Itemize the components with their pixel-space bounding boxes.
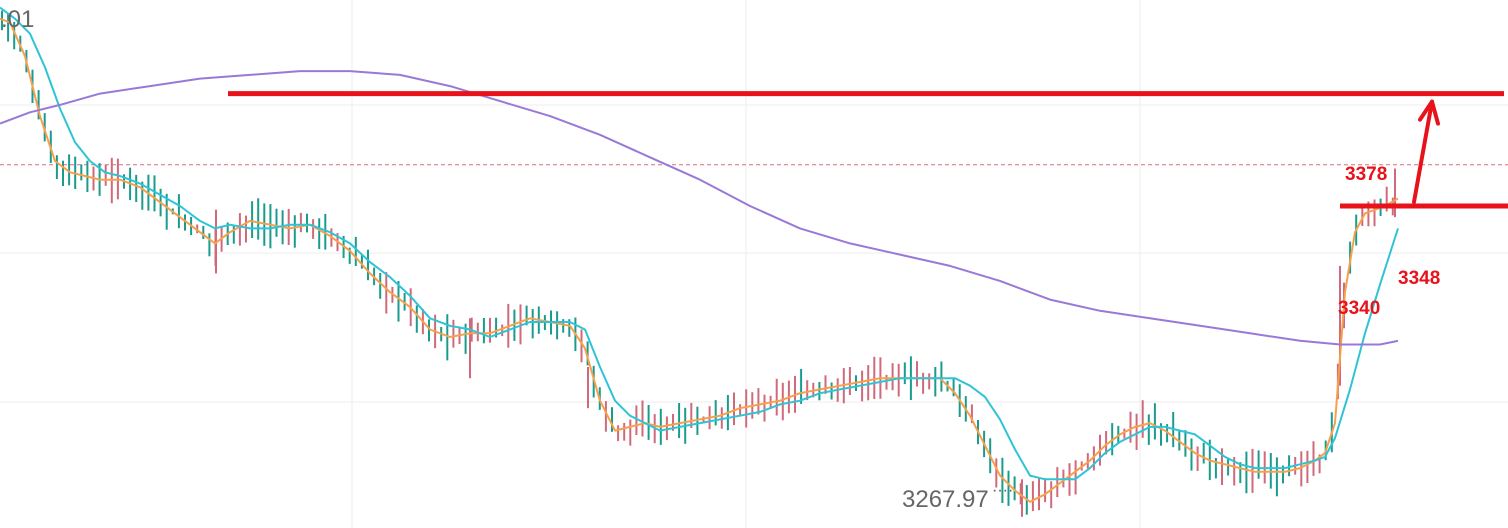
ma-slow-line: [0, 70, 1399, 346]
annotation-3340-label: 3340: [1338, 298, 1380, 319]
low-price-label: 3267.97: [902, 486, 989, 513]
level-3348-label: 3348: [1398, 268, 1440, 289]
arrow-shaft: [1412, 99, 1434, 204]
ma-fast-line: [0, 17, 1399, 503]
candles: [1, 10, 1396, 517]
arrow-head: [1418, 99, 1440, 126]
top-price-label: .01: [1, 6, 34, 33]
level-3378-label: 3378: [1345, 164, 1387, 185]
level-lines: [228, 91, 1508, 209]
moving-averages: [0, 6, 1399, 503]
up-arrow-icon: [1412, 99, 1440, 204]
low-price-leader: ····: [992, 482, 1013, 499]
ma-mid-line: [0, 6, 1399, 481]
